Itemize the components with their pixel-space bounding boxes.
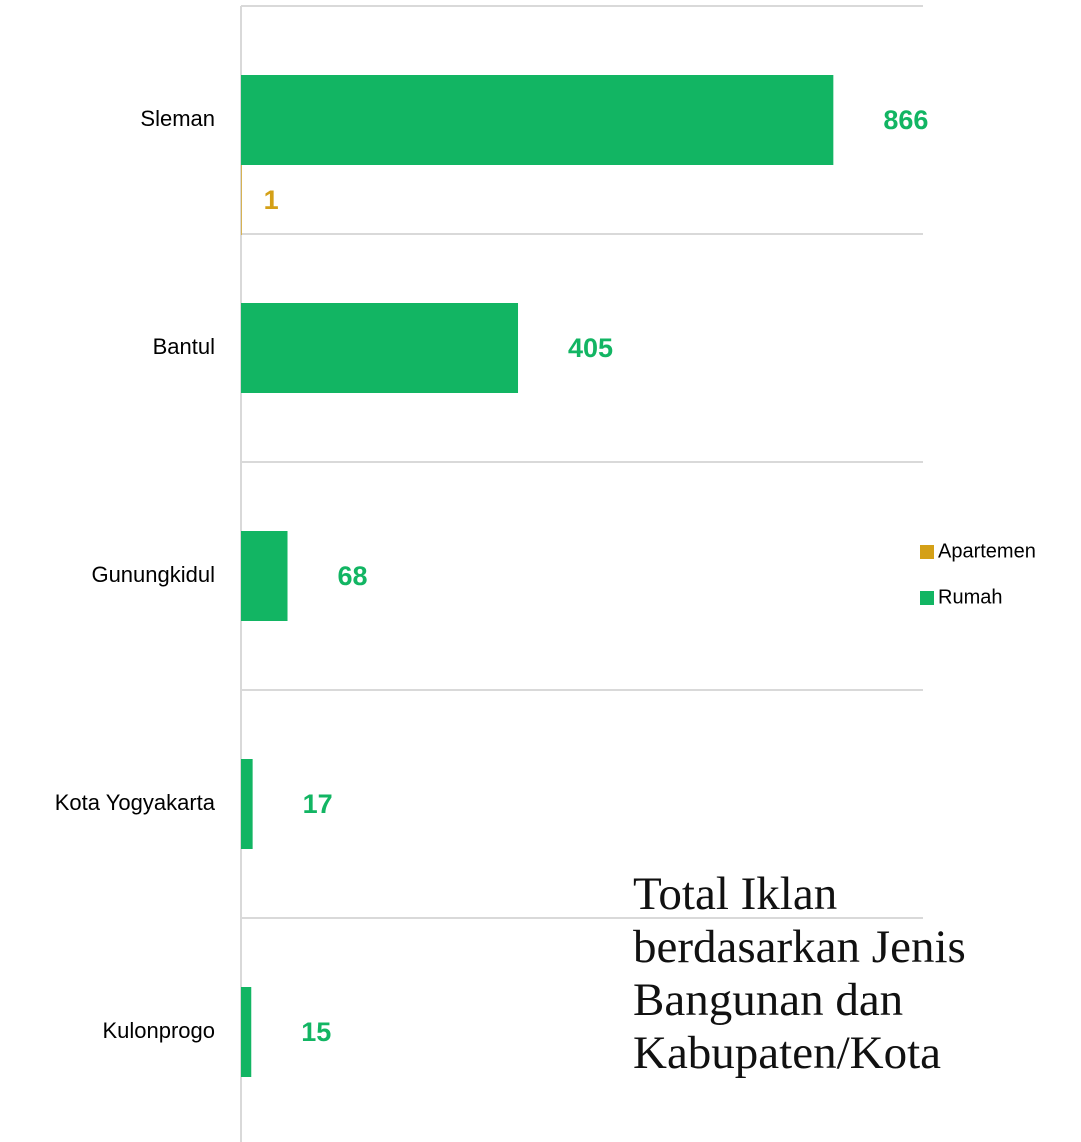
data-label: 17 — [303, 789, 333, 819]
category-label: Sleman — [140, 106, 215, 131]
data-label: 405 — [568, 333, 613, 363]
data-label: 15 — [301, 1017, 331, 1047]
bar — [241, 303, 519, 393]
legend-swatch — [920, 591, 934, 605]
category-label: Bantul — [153, 334, 215, 359]
data-label: 1 — [264, 185, 279, 215]
bar — [241, 987, 252, 1077]
bar — [241, 531, 288, 621]
data-label: 866 — [883, 105, 928, 135]
chart-title: Total Iklan berdasarkan Jenis Bangunan d… — [633, 868, 966, 1079]
legend-label: Rumah — [938, 586, 1002, 608]
data-label: 68 — [338, 561, 368, 591]
legend-swatch — [920, 545, 934, 559]
legend-label: Apartemen — [938, 540, 1036, 562]
category-label: Kulonprogo — [102, 1018, 215, 1043]
category-label: Gunungkidul — [91, 562, 215, 587]
bar — [241, 75, 834, 165]
category-label: Kota Yogyakarta — [55, 790, 216, 815]
bar — [241, 165, 242, 235]
bar — [241, 759, 253, 849]
